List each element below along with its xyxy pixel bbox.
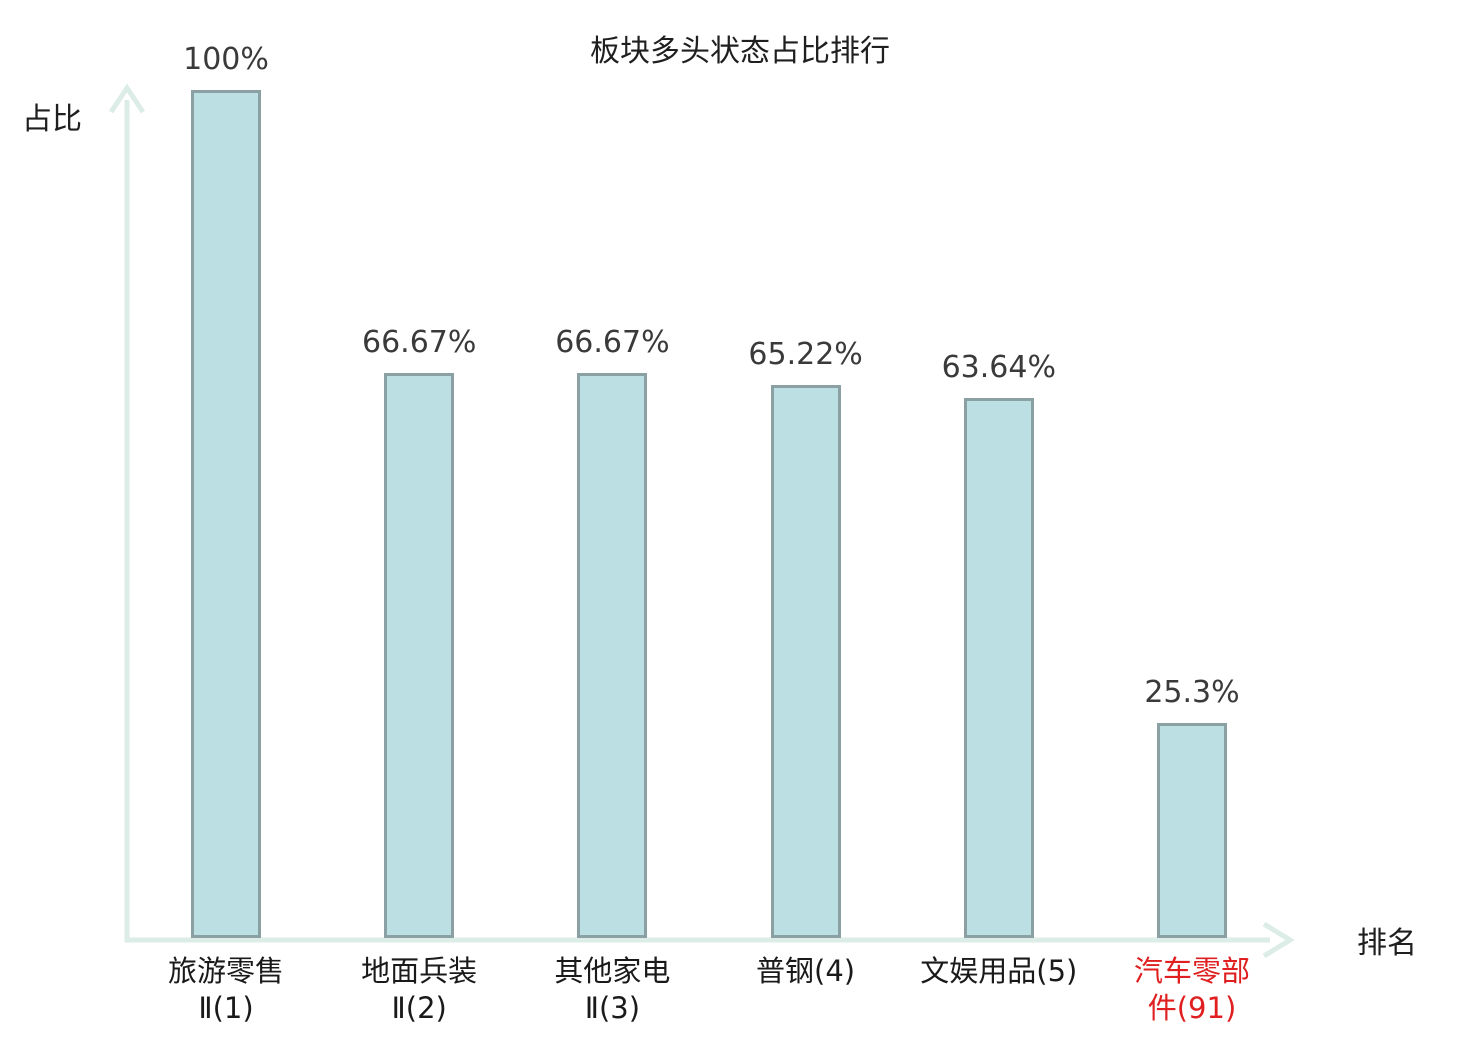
bar-category-label: 地面兵装 Ⅱ(2) [361,954,478,1025]
bar [1157,723,1227,938]
bar-category-label: 普钢(4) [756,954,856,988]
bar-value-label: 66.67% [555,324,670,360]
bar-value-label: 63.64% [941,350,1056,386]
chart-title: 板块多头状态占比排行 [590,34,890,69]
bar-category-label: 汽车零部 件(91) [1133,954,1250,1025]
bar [384,372,455,938]
y-axis-label: 占比 [22,102,82,137]
x-axis-label: 排名 [1357,926,1417,961]
bar-category-label: 文娱用品(5) [920,954,1078,988]
bar-category-label: 旅游零售 Ⅱ(1) [167,954,284,1025]
bar-value-label: 100% [183,42,269,77]
bar-category-label: 其他家电 Ⅱ(3) [554,954,671,1025]
bar [963,398,1034,938]
x-axis-arrow-icon [1262,921,1295,959]
bar-value-label: 66.67% [361,324,477,360]
bar [577,372,648,938]
bar-value-label: 25.3% [1144,675,1240,711]
bar [770,384,841,938]
y-axis-arrow-icon [108,83,146,114]
bar-value-label: 65.22% [748,336,863,372]
bar [191,90,261,938]
